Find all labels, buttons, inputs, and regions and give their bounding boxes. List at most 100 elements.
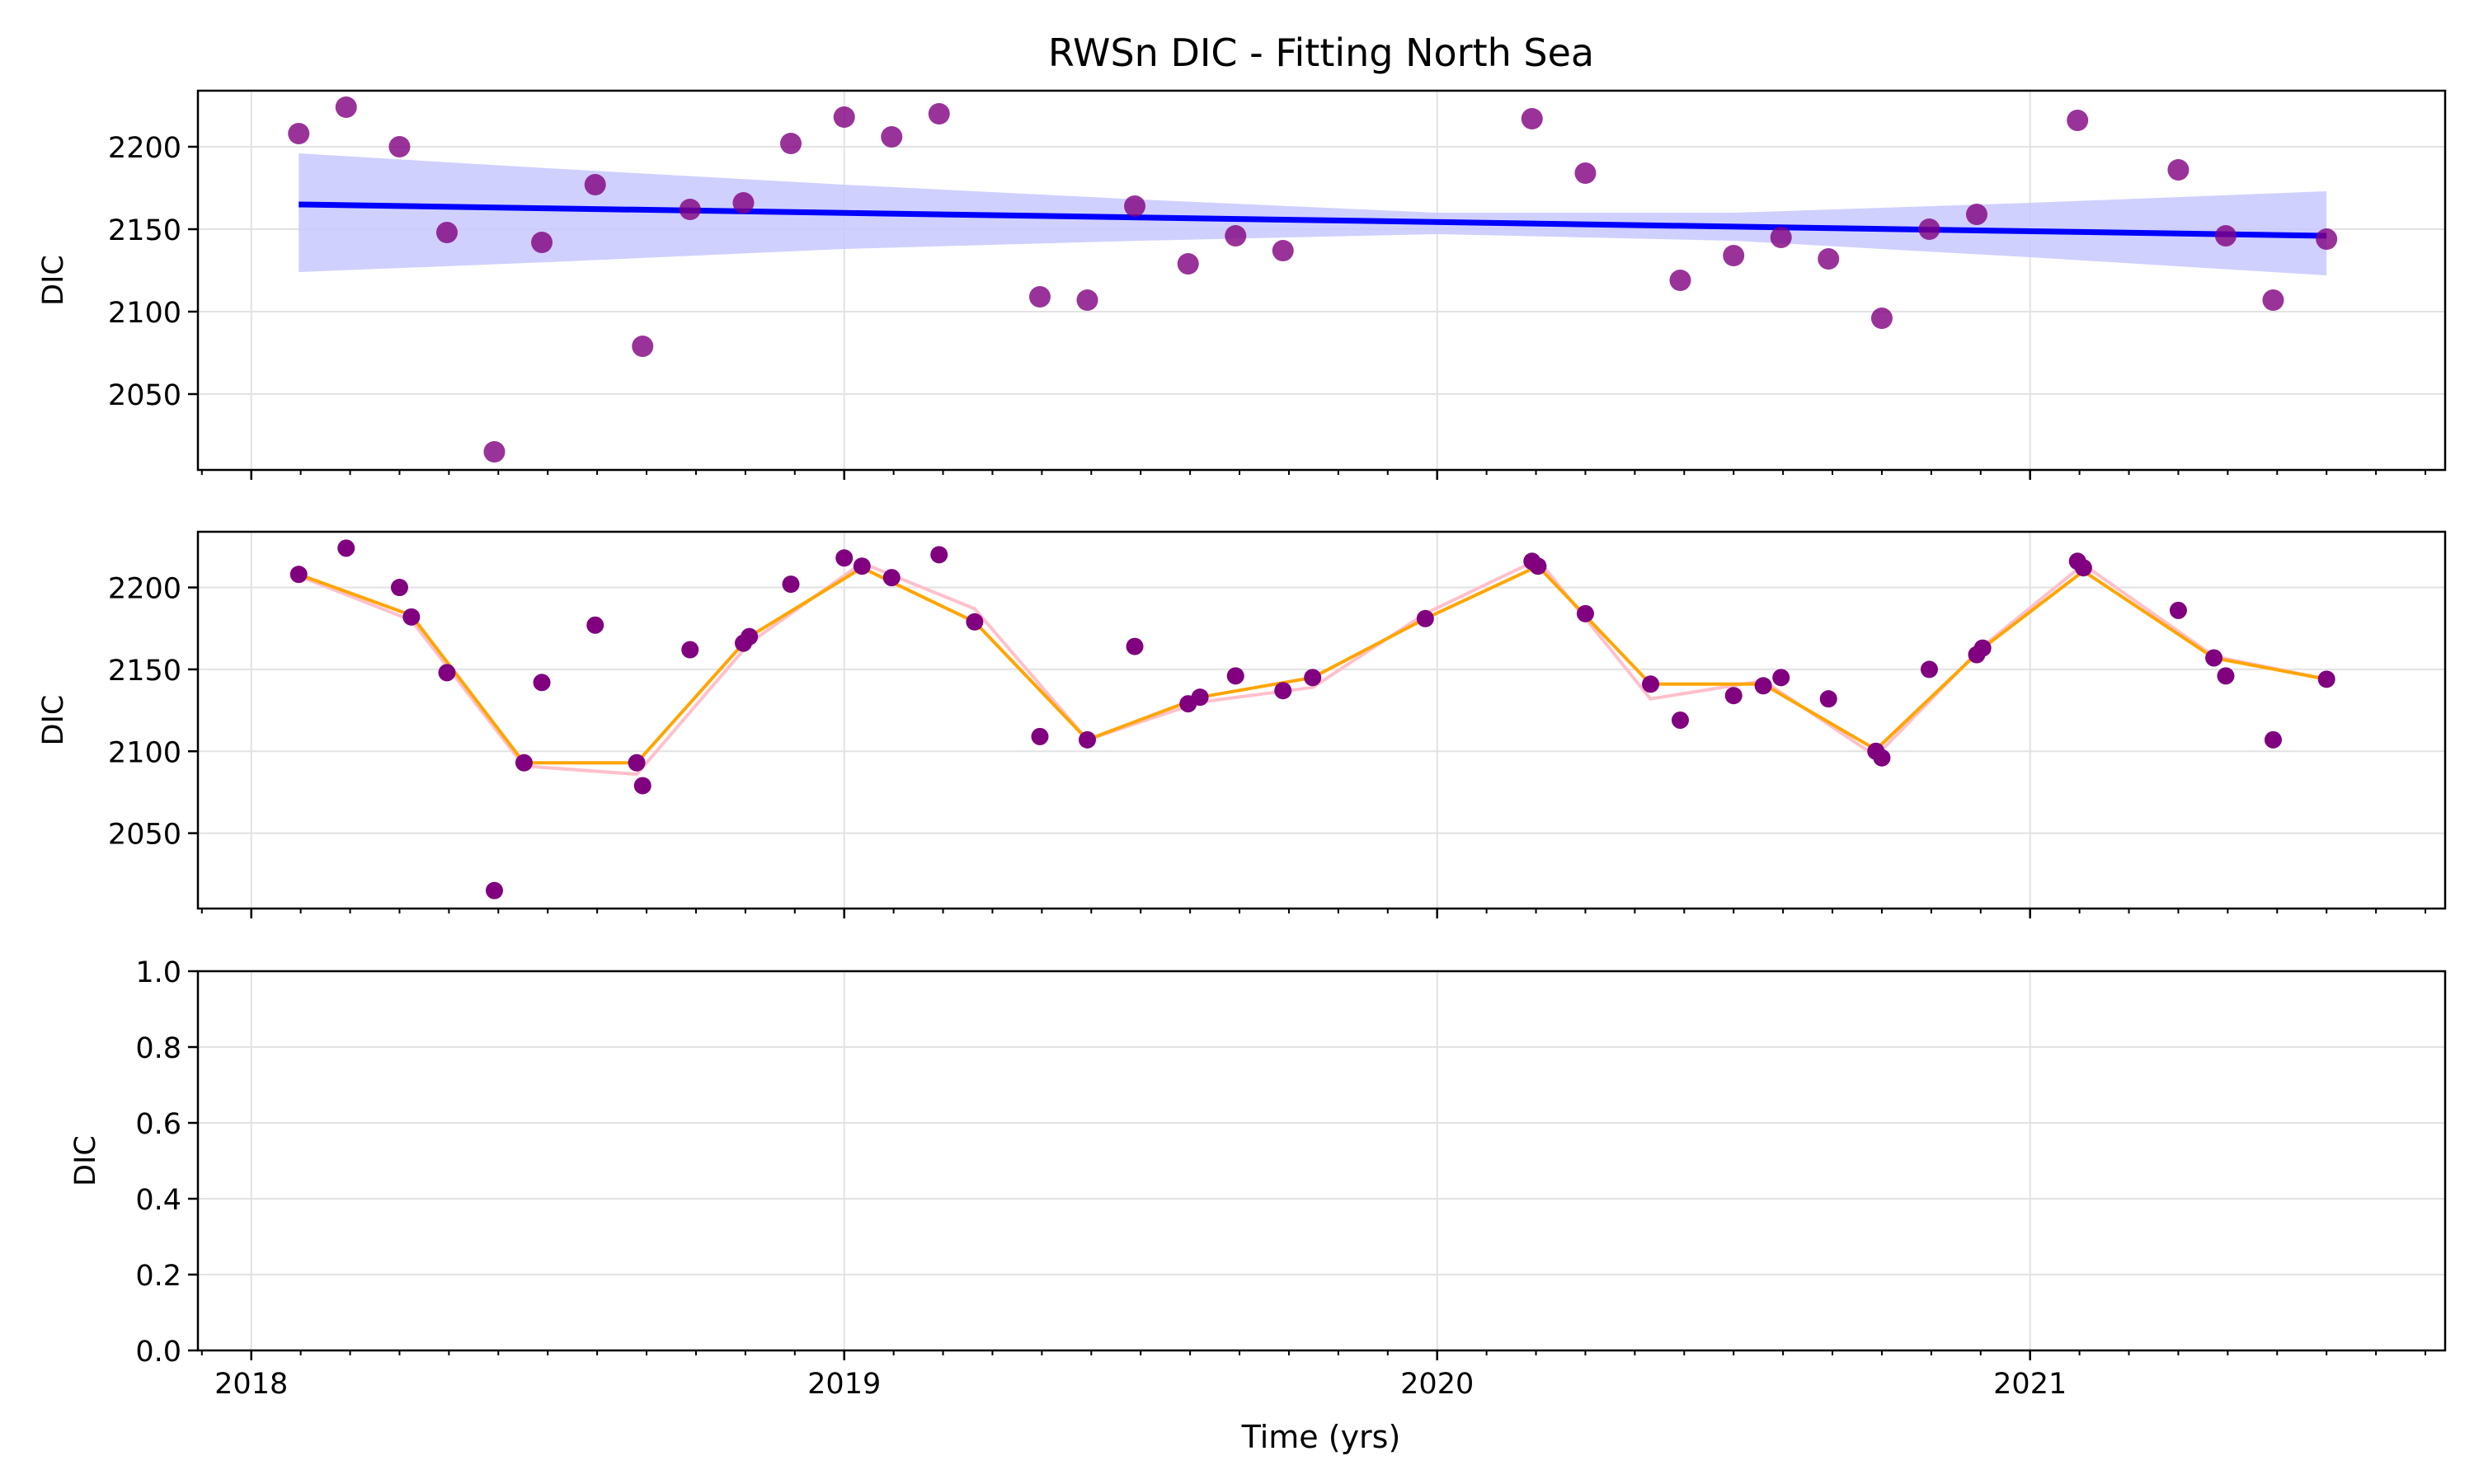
- data-point: [515, 754, 533, 772]
- data-point: [633, 777, 651, 795]
- y-tick-label: 2100: [108, 736, 181, 769]
- x-tick-label: 2018: [214, 1368, 288, 1401]
- y-tick-label: 2200: [108, 132, 181, 165]
- x-tick-label: 2019: [807, 1368, 881, 1401]
- y-axis-label: DIC: [69, 1135, 102, 1186]
- y-tick-label: 0.6: [135, 1108, 181, 1141]
- data-point: [835, 549, 854, 567]
- data-point: [1819, 690, 1837, 708]
- data-point: [1076, 289, 1098, 311]
- trend-line: [299, 201, 2327, 239]
- y-axis-label: DIC: [37, 695, 70, 746]
- data-point: [1031, 727, 1049, 745]
- data-point: [335, 96, 357, 118]
- y-tick-label: 0.8: [135, 1032, 181, 1065]
- data-point: [1274, 682, 1292, 700]
- data-point: [1126, 637, 1144, 655]
- data-point: [2067, 110, 2089, 131]
- x-tick-label: 2020: [1400, 1368, 1474, 1401]
- axes-frame: [196, 89, 2447, 472]
- data-point: [628, 754, 646, 772]
- data-point: [2214, 225, 2236, 247]
- y-tick-label: 0.4: [135, 1184, 181, 1217]
- data-point: [2262, 289, 2284, 311]
- data-point: [2074, 559, 2092, 577]
- data-point: [2217, 667, 2235, 685]
- data-point: [1191, 688, 1209, 707]
- data-point: [1529, 557, 1547, 575]
- chart-title: RWSn DIC - Fitting North Sea: [1048, 31, 1594, 75]
- data-point: [288, 123, 310, 144]
- data-point: [1272, 240, 1294, 261]
- data-point: [1920, 660, 1938, 679]
- data-point: [1574, 162, 1597, 184]
- y-axis-label: DIC: [37, 255, 70, 306]
- data-point: [1724, 687, 1743, 705]
- data-point: [1754, 677, 1772, 695]
- data-point: [533, 674, 551, 692]
- data-point: [2169, 601, 2187, 619]
- data-point: [390, 579, 408, 597]
- data-point: [1818, 248, 1840, 270]
- data-point: [1177, 253, 1199, 275]
- data-point: [882, 569, 901, 587]
- data-point: [438, 664, 456, 682]
- data-point: [1521, 108, 1543, 129]
- data-point: [2264, 730, 2282, 749]
- data-point: [732, 192, 755, 214]
- data-point: [1671, 711, 1689, 729]
- x-axis-label: Time (yrs): [1241, 1419, 1401, 1455]
- data-point: [337, 539, 355, 557]
- confidence-band: [299, 153, 2327, 275]
- y-tick-label: 2050: [108, 819, 181, 852]
- data-point: [388, 136, 411, 157]
- data-point: [1918, 218, 1940, 240]
- data-point: [632, 336, 654, 357]
- panel-top-scatter-trend: 2050 2100 2150 2200 DIC: [37, 89, 2447, 480]
- data-point: [2205, 649, 2223, 667]
- panel-bottom-empty: 0.0 0.2 0.4 0.6 0.8 1.0 2018 2019 2020 2021 DIC: [69, 956, 2447, 1401]
- data-point: [289, 566, 308, 584]
- y-tick-label: 1.0: [135, 956, 181, 989]
- data-point: [435, 222, 458, 243]
- data-point: [1225, 225, 1247, 247]
- data-point: [1772, 669, 1790, 687]
- data-point: [2317, 670, 2335, 688]
- y-tick-label: 2200: [108, 573, 181, 606]
- data-point: [853, 557, 871, 575]
- data-point: [1576, 604, 1594, 622]
- panel-middle-seasonal-fit: 2050 2100 2150 2200 DIC: [37, 530, 2447, 918]
- data-point: [531, 232, 553, 253]
- data-point: [586, 616, 604, 634]
- fit-line-pink: [298, 557, 2327, 777]
- data-point: [741, 627, 759, 646]
- y-tick-label: 0.2: [135, 1260, 181, 1293]
- fit-line-orange: [298, 564, 2327, 765]
- data-point: [1124, 195, 1146, 217]
- y-tick-label: 2150: [108, 214, 181, 247]
- y-tick-label: 2050: [108, 379, 181, 412]
- data-point: [782, 575, 800, 594]
- y-tick-label: 2100: [108, 297, 181, 330]
- data-point: [584, 174, 606, 195]
- data-point: [833, 106, 855, 128]
- axes-frame: [196, 970, 2447, 1352]
- data-point: [1770, 227, 1792, 248]
- data-point: [1873, 749, 1891, 767]
- data-point: [2316, 228, 2338, 250]
- data-point: [1078, 730, 1096, 749]
- data-point: [1723, 245, 1745, 266]
- data-point: [1870, 308, 1893, 329]
- data-point: [485, 881, 503, 899]
- data-point: [402, 608, 421, 626]
- data-point: [928, 103, 950, 124]
- data-point: [966, 613, 984, 631]
- data-point: [881, 126, 903, 148]
- data-point: [483, 441, 506, 463]
- axes-frame: [196, 530, 2447, 910]
- data-point: [1973, 639, 1992, 657]
- data-point: [1965, 204, 1987, 225]
- data-point: [1642, 675, 1660, 693]
- data-point: [1028, 286, 1051, 308]
